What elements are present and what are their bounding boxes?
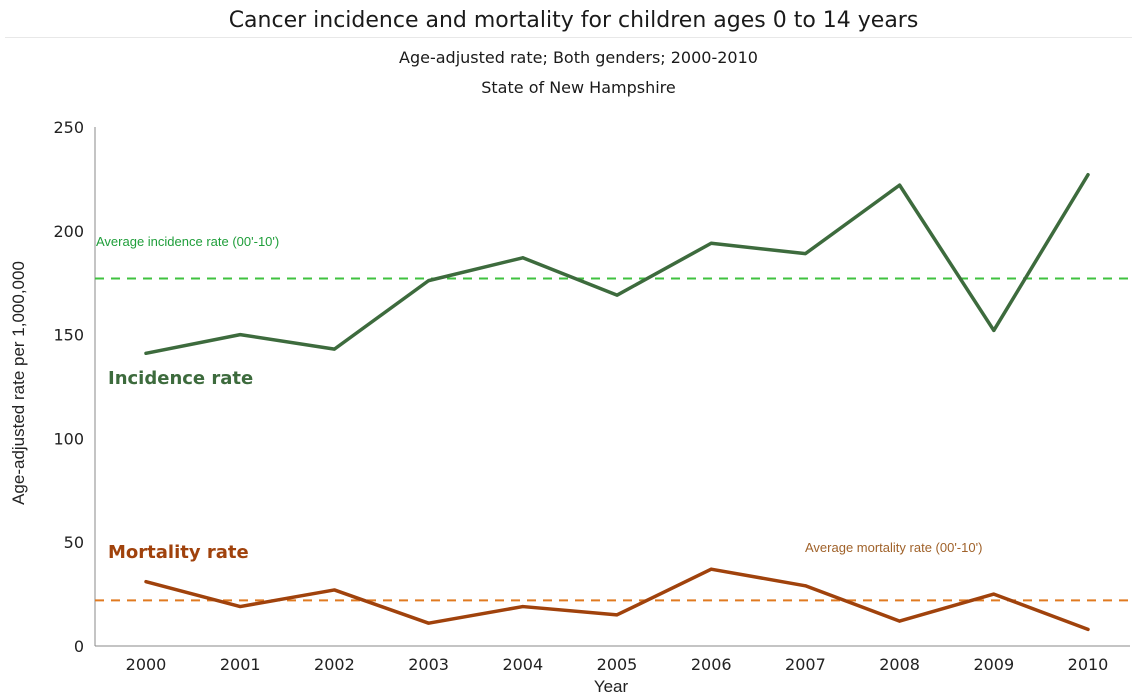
x-tick-label: 2003 bbox=[408, 655, 449, 674]
y-tick-label: 150 bbox=[53, 326, 84, 345]
incidence-point bbox=[709, 241, 713, 245]
mortality-point bbox=[144, 580, 148, 584]
incidence-point bbox=[427, 279, 431, 283]
x-tick-label: 2000 bbox=[126, 655, 167, 674]
avg-incidence-label: Average incidence rate (00'-10') bbox=[96, 234, 279, 249]
mortality-point bbox=[803, 584, 807, 588]
avg-mortality-label: Average mortality rate (00'-10') bbox=[805, 540, 982, 555]
mortality-point bbox=[521, 605, 525, 609]
x-tick-label: 2005 bbox=[597, 655, 638, 674]
x-tick-label: 2010 bbox=[1068, 655, 1109, 674]
chart-subtitle-location: State of New Hampshire bbox=[481, 78, 676, 97]
incidence-point bbox=[803, 252, 807, 256]
y-tick-label: 250 bbox=[53, 118, 84, 137]
x-axis-label: Year bbox=[594, 677, 629, 696]
y-tick-label: 100 bbox=[53, 429, 84, 448]
y-tick-labels: 0 50 100 150 200 250 bbox=[53, 118, 84, 656]
x-tick-label: 2007 bbox=[785, 655, 826, 674]
series-label-incidence: Incidence rate bbox=[108, 368, 253, 389]
incidence-point bbox=[992, 328, 996, 332]
incidence-point bbox=[521, 256, 525, 260]
x-tick-label: 2001 bbox=[220, 655, 261, 674]
mortality-point bbox=[898, 619, 902, 623]
mortality-point bbox=[615, 613, 619, 617]
incidence-point bbox=[238, 333, 242, 337]
x-tick-label: 2004 bbox=[502, 655, 543, 674]
mortality-point bbox=[427, 621, 431, 625]
incidence-point bbox=[1086, 173, 1090, 177]
incidence-rate-line bbox=[144, 172, 1090, 356]
mortality-point bbox=[992, 592, 996, 596]
y-tick-label: 200 bbox=[53, 222, 84, 241]
y-tick-label: 50 bbox=[64, 533, 84, 552]
series-labels: Incidence rate Mortality rate bbox=[108, 368, 253, 563]
x-tick-labels: 2000 2001 2002 2003 2004 2005 2006 2007 2008 2009… bbox=[126, 655, 1109, 674]
mortality-rate-line bbox=[144, 567, 1090, 632]
title-divider bbox=[5, 37, 1132, 38]
reference-lines bbox=[95, 277, 1130, 602]
y-tick-label: 0 bbox=[74, 637, 84, 656]
incidence-point bbox=[898, 183, 902, 187]
x-tick-label: 2008 bbox=[879, 655, 920, 674]
mortality-point bbox=[238, 605, 242, 609]
axes bbox=[94, 127, 1130, 647]
incidence-point bbox=[332, 347, 336, 351]
x-tick-label: 2009 bbox=[973, 655, 1014, 674]
series-lines bbox=[144, 172, 1090, 632]
chart-title: Cancer incidence and mortality for child… bbox=[228, 8, 919, 33]
chart-subtitle: Age-adjusted rate; Both genders; 2000-20… bbox=[399, 48, 758, 67]
mortality-point bbox=[709, 567, 713, 571]
series-label-mortality: Mortality rate bbox=[108, 542, 249, 563]
reference-line-labels: Average incidence rate (00'-10') Average… bbox=[96, 234, 982, 555]
y-axis-label: Age-adjusted rate per 1,000,000 bbox=[9, 261, 28, 505]
incidence-point bbox=[144, 351, 148, 355]
x-tick-label: 2002 bbox=[314, 655, 355, 674]
mortality-point bbox=[332, 588, 336, 592]
incidence-point bbox=[615, 293, 619, 297]
mortality-point bbox=[1086, 627, 1090, 631]
x-tick-label: 2006 bbox=[691, 655, 732, 674]
